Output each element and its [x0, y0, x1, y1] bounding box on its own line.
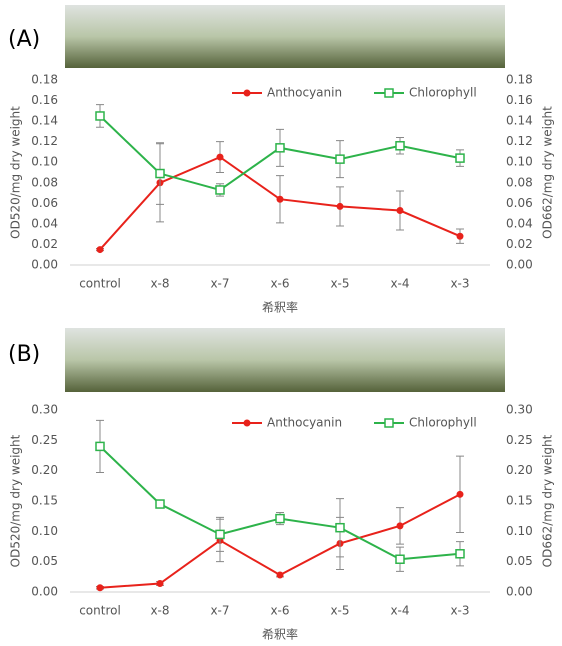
- y-tick-label: 0.06: [31, 196, 58, 210]
- y-tick-label: 0.00: [31, 258, 58, 272]
- marker: [276, 515, 284, 523]
- y2-tick-label: 0.30: [506, 403, 533, 417]
- y2-tick-label: 0.05: [506, 554, 533, 568]
- marker: [97, 246, 104, 253]
- marker: [396, 142, 404, 150]
- x-tick-label: x-6: [270, 604, 289, 618]
- panel-label: (B): [8, 342, 40, 367]
- y-tick-label: 0.12: [31, 134, 58, 148]
- marker: [457, 233, 464, 240]
- y2-tick-label: 0.16: [506, 93, 533, 107]
- y-tick-label: 0.05: [31, 554, 58, 568]
- y2-tick-label: 0.12: [506, 134, 533, 148]
- marker: [456, 154, 464, 162]
- y2-tick-label: 0.00: [506, 585, 533, 599]
- marker: [457, 491, 464, 498]
- x-tick-label: x-8: [150, 277, 169, 291]
- x-axis-title: 希釈率: [262, 627, 298, 642]
- photo-b: [65, 328, 505, 392]
- y-axis-title: OD520/mg dry weight: [9, 434, 23, 567]
- photo-a: [65, 5, 505, 68]
- marker: [216, 530, 224, 538]
- legend-marker: [244, 90, 251, 97]
- y2-tick-label: 0.20: [506, 463, 533, 477]
- y-tick-label: 0.08: [31, 175, 58, 189]
- y2-tick-label: 0.10: [506, 155, 533, 169]
- x-tick-label: control: [79, 604, 121, 618]
- marker: [277, 572, 284, 579]
- marker: [337, 203, 344, 210]
- y-tick-label: 0.15: [31, 494, 58, 508]
- y-tick-label: 0.04: [31, 216, 58, 230]
- legend-marker: [385, 89, 393, 97]
- y2-tick-label: 0.08: [506, 175, 533, 189]
- x-tick-label: x-5: [330, 604, 349, 618]
- marker: [277, 196, 284, 203]
- panel-label: (A): [8, 27, 40, 52]
- marker: [96, 112, 104, 120]
- legend-label: Chlorophyll: [409, 86, 477, 100]
- x-axis-title: 希釈率: [262, 300, 298, 315]
- legend-label: Chlorophyll: [409, 416, 477, 430]
- series-line: [100, 446, 460, 559]
- marker: [96, 442, 104, 450]
- marker: [397, 522, 404, 529]
- x-tick-label: x-7: [210, 604, 229, 618]
- x-tick-label: x-4: [390, 277, 409, 291]
- marker: [397, 207, 404, 214]
- y2-tick-label: 0.02: [506, 237, 533, 251]
- x-tick-label: x-5: [330, 277, 349, 291]
- x-tick-label: x-4: [390, 604, 409, 618]
- y2-axis-title: OD662/mg dry weight: [541, 106, 555, 239]
- marker: [157, 580, 164, 587]
- y2-tick-label: 0.14: [506, 114, 533, 128]
- marker: [456, 550, 464, 558]
- legend-label: Anthocyanin: [267, 86, 342, 100]
- figure: (A) 0.00 0.02 0.04 0.06 0.08 0.10 0.12 0.14 0.16 0…: [0, 0, 562, 646]
- y2-axis-title: OD662/mg dry weight: [541, 434, 555, 567]
- y-tick-label: 0.02: [31, 237, 58, 251]
- y-tick-label: 0.14: [31, 114, 58, 128]
- marker: [217, 154, 224, 161]
- y2-tick-label: 0.18: [506, 73, 533, 87]
- marker: [97, 584, 104, 591]
- y-tick-label: 0.10: [31, 155, 58, 169]
- y2-tick-label: 0.06: [506, 196, 533, 210]
- legend-marker: [244, 420, 251, 427]
- x-tick-label: x-6: [270, 277, 289, 291]
- y2-tick-label: 0.10: [506, 524, 533, 538]
- y-tick-label: 0.16: [31, 93, 58, 107]
- x-tick-label: x-3: [450, 604, 469, 618]
- marker: [336, 155, 344, 163]
- y2-tick-label: 0.00: [506, 258, 533, 272]
- y-tick-label: 0.30: [31, 403, 58, 417]
- x-tick-label: x-7: [210, 277, 229, 291]
- y2-tick-label: 0.15: [506, 494, 533, 508]
- marker: [156, 170, 164, 178]
- y-tick-label: 0.00: [31, 585, 58, 599]
- y-axis-title: OD520/mg dry weight: [9, 106, 23, 239]
- legend-marker: [385, 419, 393, 427]
- legend-label: Anthocyanin: [267, 416, 342, 430]
- marker: [336, 524, 344, 532]
- x-tick-label: control: [79, 277, 121, 291]
- y-tick-label: 0.10: [31, 524, 58, 538]
- marker: [216, 186, 224, 194]
- y2-tick-label: 0.04: [506, 216, 533, 230]
- x-tick-label: x-3: [450, 277, 469, 291]
- marker: [276, 144, 284, 152]
- y-tick-label: 0.25: [31, 433, 58, 447]
- x-tick-label: x-8: [150, 604, 169, 618]
- y-tick-label: 0.18: [31, 73, 58, 87]
- marker: [396, 555, 404, 563]
- marker: [156, 500, 164, 508]
- y2-tick-label: 0.25: [506, 433, 533, 447]
- y-tick-label: 0.20: [31, 463, 58, 477]
